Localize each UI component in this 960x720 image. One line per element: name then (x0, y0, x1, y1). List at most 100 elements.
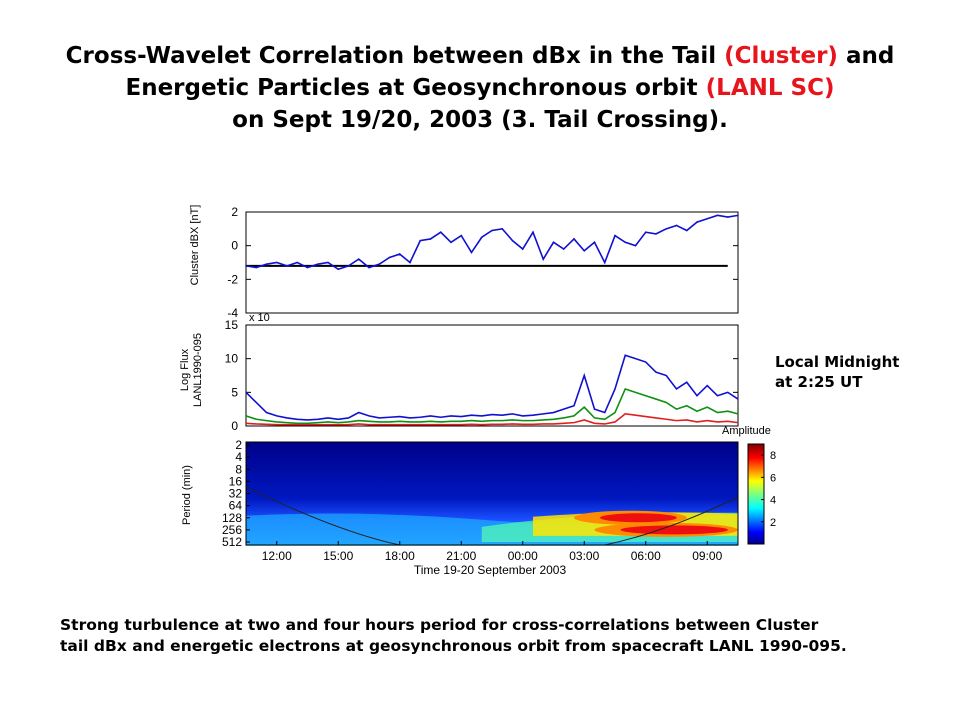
cluster-dbx-point (306, 266, 309, 269)
cluster-dbx-point (675, 224, 678, 227)
title-line-1-text: Cross-Wavelet Correlation between dBx in… (65, 43, 725, 69)
heatmap-red-core-0 (600, 513, 677, 523)
title-cluster-highlight: (Cluster) (724, 43, 838, 69)
cluster-dbx-point (614, 234, 616, 237)
period-tick-label: 4 (235, 450, 242, 464)
cluster-dbx-point (685, 229, 688, 232)
time-xlabel: Time 19-20 September 2003 (414, 563, 567, 577)
cluster-dbx-point (634, 244, 637, 247)
heatmap-red-core-1 (620, 525, 728, 535)
title-lanl-highlight: (LANL SC) (705, 75, 835, 101)
cluster-dbx-point (245, 265, 247, 267)
flux-blue-line (245, 354, 739, 421)
cluster-dbx-point (460, 234, 463, 237)
cluster-dbx-point (316, 263, 319, 265)
cluster-dbx-point (429, 238, 432, 240)
figure-caption: Strong turbulence at two and four hours … (60, 615, 920, 657)
local-midnight-note: Local Midnight at 2:25 UT (775, 352, 899, 392)
period-tick-label: 8 (235, 462, 242, 476)
time-tick-label: 06:00 (631, 549, 661, 563)
caption-line-2: tail dBx and energetic electrons at geos… (60, 637, 847, 655)
cluster-dbx-point (737, 214, 739, 217)
colorbar-tick-label: 2 (770, 517, 776, 529)
flux-ylabel-line2: LANL1990-095 (192, 333, 204, 407)
cluster-ytick-label: -4 (227, 306, 238, 320)
flux-panel-frame (245, 324, 739, 427)
cluster-dbx-point (491, 229, 493, 232)
cluster-dbx-point (470, 251, 473, 254)
cluster-dbx-point (357, 258, 360, 260)
colorbar-tick-label: 4 (770, 495, 776, 507)
cluster-dbx-point (593, 241, 596, 244)
cluster-dbx-point (275, 261, 278, 264)
cluster-dbx-point (716, 214, 719, 217)
colorbar-tick-label: 8 (770, 450, 776, 462)
period-tick-label: 256 (222, 523, 242, 537)
cluster-dbx-point (665, 228, 668, 230)
cluster-dbx-point (480, 236, 483, 239)
time-tick-label: 00:00 (508, 549, 538, 563)
title-line-1: Cross-Wavelet Correlation between dBx in… (0, 40, 960, 72)
cluster-dbx-point (296, 261, 299, 264)
cone-of-influence-left (245, 486, 400, 546)
time-tick-label: 09:00 (692, 549, 722, 563)
period-tick-label: 128 (222, 511, 242, 525)
caption-line-1: Strong turbulence at two and four hours … (60, 616, 819, 634)
flux-exponent-label: x 10 (249, 312, 270, 324)
title-line-1-end: and (837, 43, 895, 69)
cluster-dbx-point (552, 241, 555, 244)
title-line-3: on Sept 19/20, 2003 (3. Tail Crossing). (232, 107, 728, 133)
cluster-dbx-point (655, 233, 657, 235)
cluster-ytick-label: -2 (227, 272, 238, 286)
period-tick-label: 2 (235, 438, 242, 452)
title-line-2-text: Energetic Particles at Geosynchronous or… (125, 75, 706, 101)
time-tick-label: 15:00 (323, 549, 353, 563)
cluster-dbx-point (327, 261, 329, 264)
cluster-dbx-point (624, 241, 627, 244)
cluster-dbx-point (511, 239, 514, 242)
cluster-dbx-point (562, 248, 565, 250)
cluster-dbx-point (450, 241, 452, 244)
flux-ylabel-line1: Log Flux (179, 348, 191, 391)
flux-red-line (245, 413, 739, 426)
period-ylabel: Period (min) (181, 465, 193, 525)
flux-ytick-label: 0 (231, 419, 238, 433)
cluster-dbx-point (726, 216, 729, 218)
time-tick-label: 18:00 (385, 549, 415, 563)
cluster-panel-frame (245, 211, 739, 314)
cluster-dbx-point (644, 231, 647, 233)
cluster-dbx-point (388, 256, 391, 259)
title-line-2: Energetic Particles at Geosynchronous or… (0, 72, 960, 104)
cluster-dbx-point (583, 249, 586, 252)
cluster-dbx-point (398, 253, 401, 255)
cluster-dbx-point (439, 231, 442, 233)
cluster-ytick-label: 2 (231, 205, 238, 219)
amplitude-colorbar (747, 443, 765, 545)
cluster-dbx-point (419, 239, 422, 242)
colorbar-label: Amplitude (722, 425, 771, 437)
cluster-ylabel: Cluster dBX [nT] (189, 205, 201, 286)
cluster-dbx-point (368, 266, 370, 269)
cluster-dbx-point (696, 221, 698, 223)
cluster-dbx-point (286, 265, 288, 267)
colorbar-tick-label: 6 (770, 472, 776, 484)
cluster-dbx-point (542, 258, 545, 260)
slide-title: Cross-Wavelet Correlation between dBx in… (0, 40, 960, 136)
period-tick-label: 64 (229, 499, 243, 513)
time-tick-label: 21:00 (446, 549, 476, 563)
cluster-dbx-point (347, 265, 350, 267)
flux-ytick-label: 10 (225, 352, 239, 366)
cone-of-influence-right (604, 496, 739, 546)
period-tick-label: 32 (229, 487, 243, 501)
cluster-dbx-point (255, 266, 258, 269)
cluster-dbx-point (501, 228, 504, 230)
cluster-dbx-point (706, 217, 709, 220)
period-tick-label: 512 (222, 535, 242, 549)
note-line-2: at 2:25 UT (775, 373, 863, 391)
note-line-1: Local Midnight (775, 353, 900, 371)
cluster-dbx-point (521, 248, 524, 250)
cluster-ytick-label: 0 (231, 239, 238, 253)
time-tick-label: 03:00 (569, 549, 599, 563)
flux-ytick-label: 5 (231, 385, 238, 399)
